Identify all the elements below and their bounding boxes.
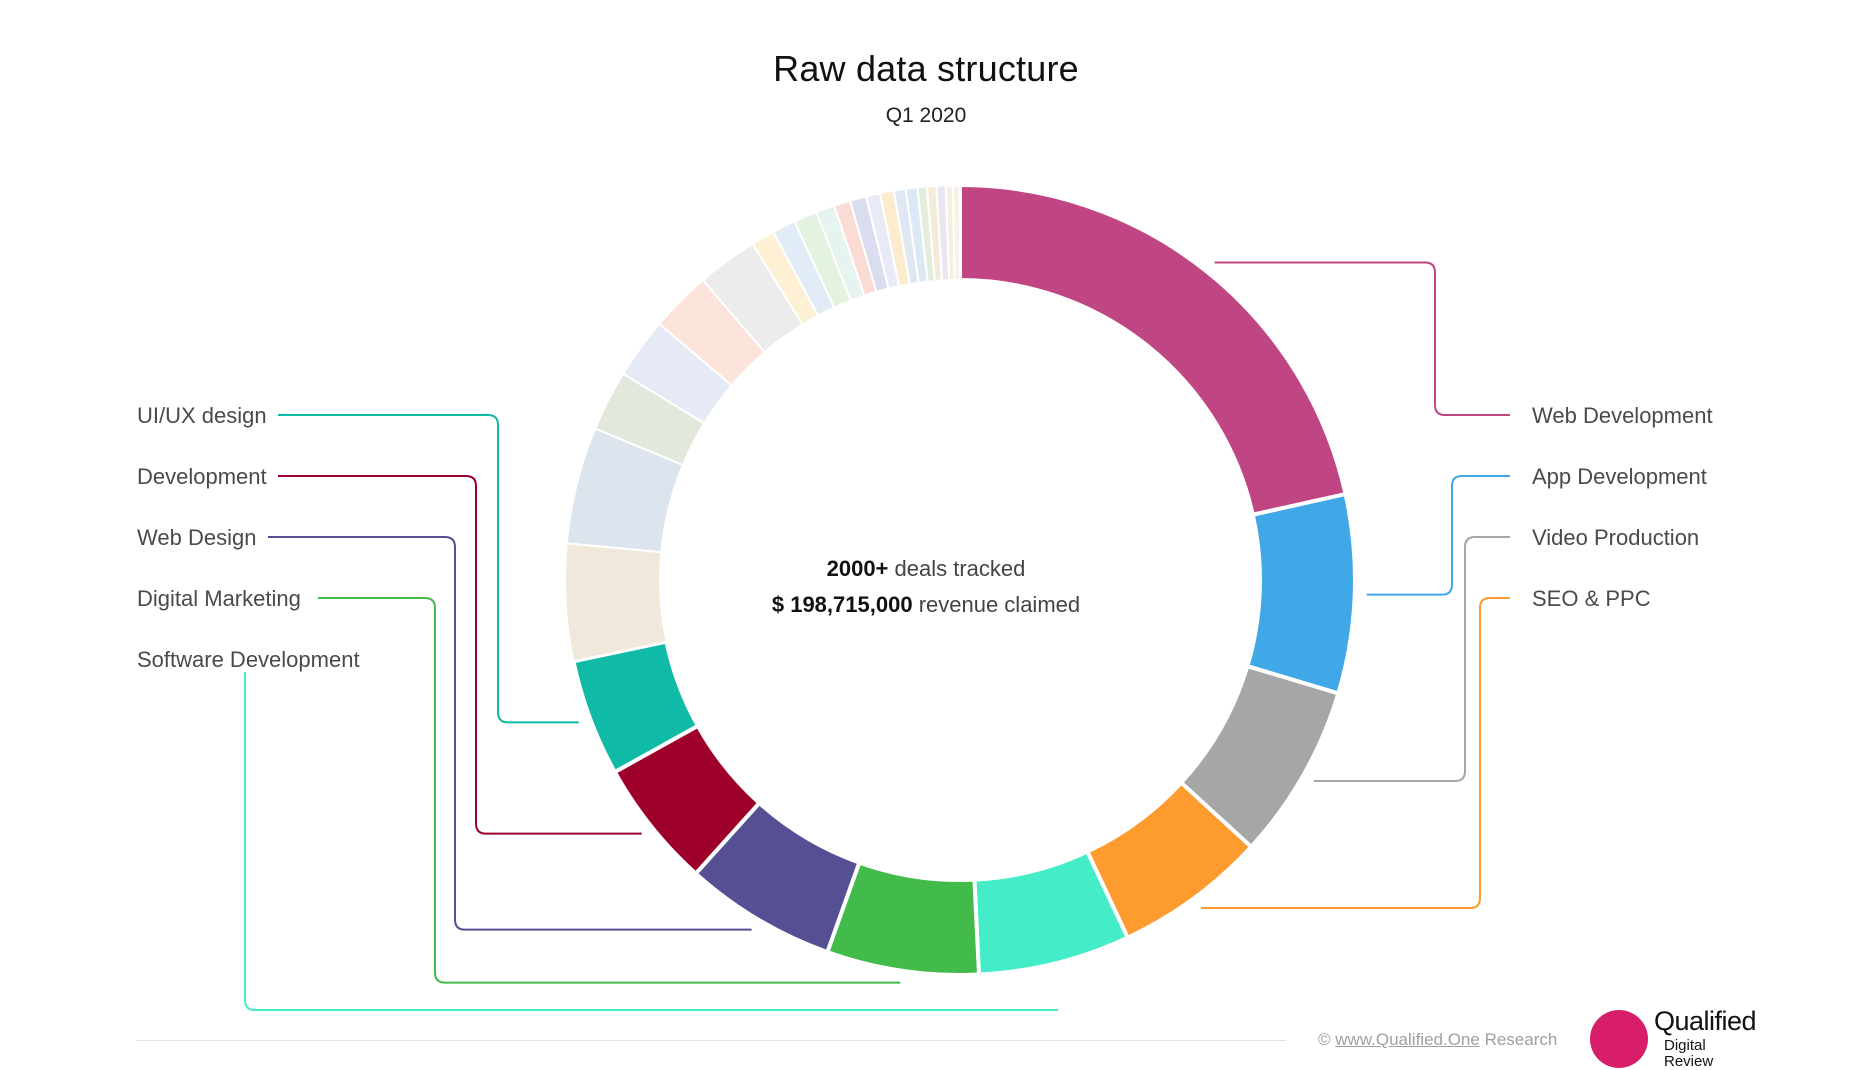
chart-title: Raw data structure (773, 48, 1079, 89)
copyright-symbol: © (1318, 1030, 1331, 1049)
qualified-logo[interactable]: Qualified Digital Review (1590, 990, 1790, 1070)
leader-line-seo-ppc (1201, 597, 1510, 909)
logo-circle-icon (1590, 1010, 1648, 1068)
leader-line-video-production (1313, 536, 1510, 783)
logo-name: Qualified (1654, 1006, 1757, 1036)
label-web-design: Web Design (137, 525, 257, 550)
label-seo-ppc: SEO & PPC (1532, 586, 1651, 611)
leader-line-ui-ux-design (278, 414, 579, 724)
leader-line-web-development (1214, 261, 1510, 416)
leader-line-development (278, 475, 642, 835)
logo-line-2: Digital (1664, 1037, 1706, 1054)
revenue-label: revenue claimed (918, 592, 1081, 617)
leader-line-digital-marketing (318, 597, 901, 984)
chart-subtitle: Q1 2020 (885, 104, 967, 127)
slice-other-29 (951, 183, 961, 282)
center-deals: 2000+ deals tracked (0, 556, 1852, 582)
footer-credit: © www.Qualified.One Research (1318, 1030, 1557, 1050)
leader-line-software-development (244, 672, 1059, 1011)
deals-label: deals tracked (894, 556, 1026, 581)
footer-divider (136, 1040, 1286, 1041)
center-revenue: $ 198,715,000 revenue claimed (0, 592, 1852, 618)
label-digital-marketing: Digital Marketing (137, 586, 301, 611)
footer-site-link[interactable]: www.Qualified.One (1335, 1030, 1480, 1049)
label-web-development: Web Development (1532, 403, 1713, 428)
label-uiux-design: UI/UX design (137, 403, 267, 428)
label-app-development: App Development (1532, 464, 1707, 489)
deals-count: 2000+ (826, 556, 889, 581)
logo-line-3: Review (1664, 1053, 1714, 1070)
label-video-production: Video Production (1532, 525, 1700, 550)
revenue-amount: $ 198,715,000 (771, 592, 913, 617)
label-software-development: Software Development (137, 647, 360, 672)
slice-web-development (958, 182, 1348, 518)
leader-line-app-development (1366, 475, 1510, 596)
label-development: Development (137, 464, 267, 489)
leader-line-web-design (268, 536, 752, 931)
footer-research: Research (1484, 1030, 1558, 1049)
